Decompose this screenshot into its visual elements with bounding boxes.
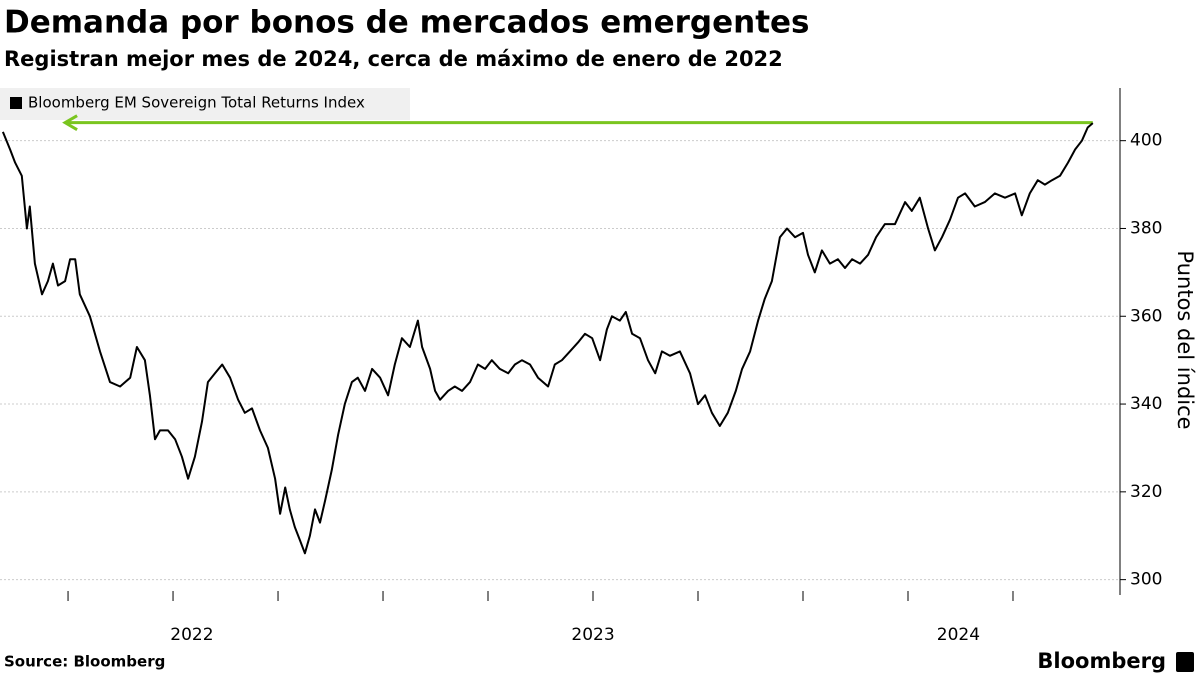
x-tick-label: 2023 — [571, 625, 614, 645]
legend-swatch — [10, 97, 22, 109]
legend-label: Bloomberg EM Sovereign Total Returns Ind… — [28, 94, 365, 112]
brand-icon — [1176, 652, 1194, 672]
series-line — [1, 122, 1094, 555]
y-tick-label: 400 — [1130, 131, 1162, 151]
reference-arrow — [62, 114, 78, 131]
chart-subtitle: Registran mejor mes de 2024, cerca de má… — [4, 47, 783, 71]
brand: Bloomberg — [1037, 649, 1166, 673]
y-axis-title: Puntos del índice — [1173, 250, 1197, 429]
y-tick-label: 340 — [1130, 394, 1162, 414]
y-tick-label: 320 — [1130, 482, 1162, 502]
y-tick-label: 300 — [1130, 570, 1162, 590]
y-tick-label: 380 — [1130, 218, 1162, 238]
y-tick-label: 360 — [1130, 306, 1162, 326]
x-tick-label: 2024 — [937, 625, 980, 645]
legend-box — [0, 88, 410, 120]
source: Source: Bloomberg — [4, 653, 165, 671]
chart-title: Demanda por bonos de mercados emergentes — [4, 5, 810, 41]
x-tick-label: 2022 — [170, 625, 213, 645]
